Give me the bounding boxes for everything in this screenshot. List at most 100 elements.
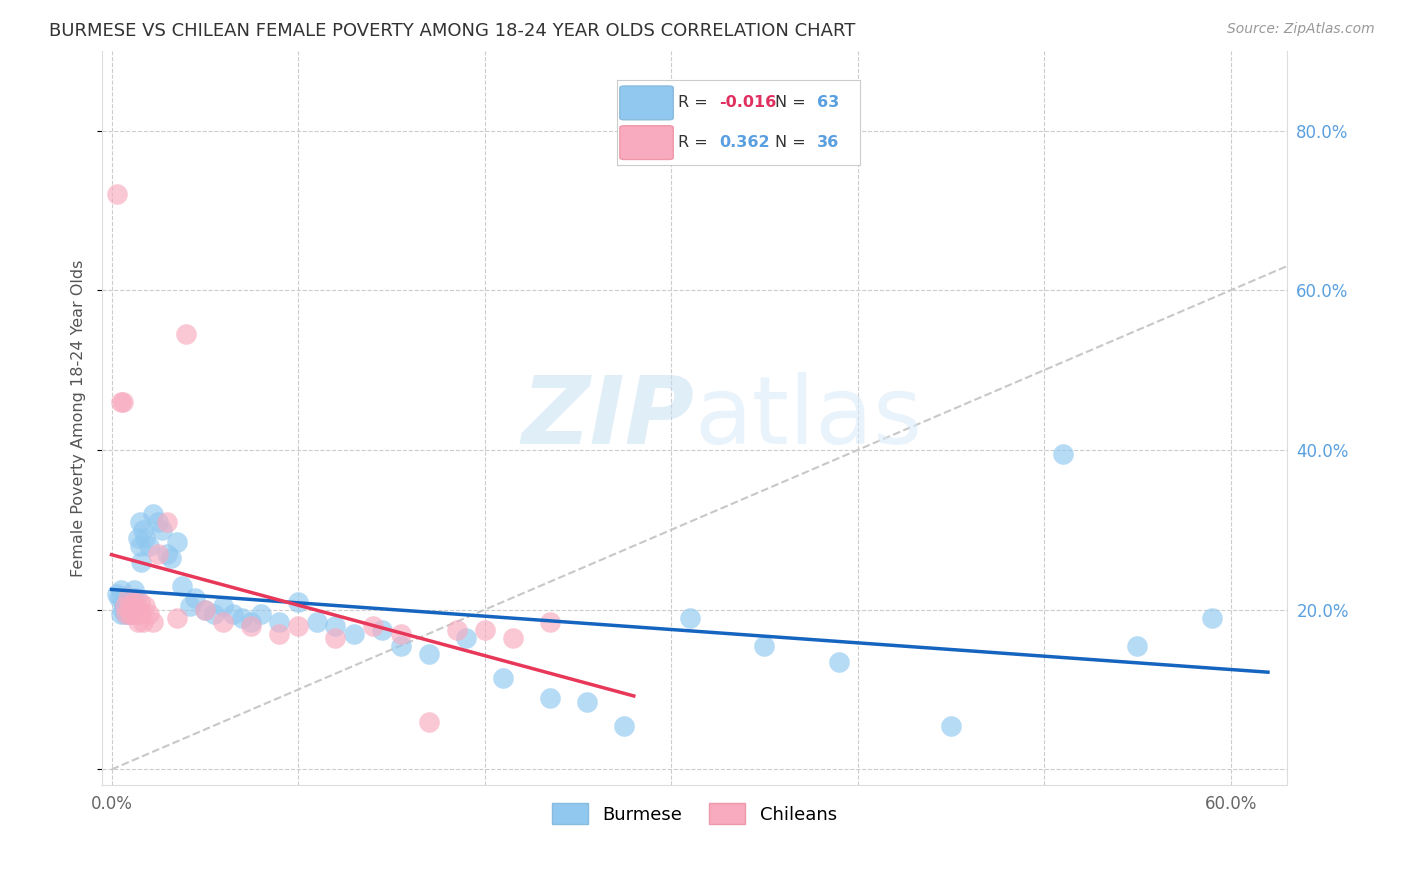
Point xyxy=(174,327,197,342)
Point xyxy=(122,595,145,609)
Point xyxy=(389,626,412,640)
Point xyxy=(202,607,225,621)
Point xyxy=(389,639,412,653)
Text: ZIP: ZIP xyxy=(522,372,695,464)
Point xyxy=(538,690,561,705)
Point xyxy=(361,618,384,632)
Point xyxy=(1201,611,1223,625)
Point xyxy=(179,599,201,613)
Point xyxy=(125,591,148,605)
Point xyxy=(122,599,145,613)
Point xyxy=(325,618,347,632)
Point xyxy=(754,639,776,653)
Point xyxy=(1052,447,1074,461)
Point xyxy=(828,655,851,669)
Point xyxy=(131,607,153,621)
Legend: Burmese, Chileans: Burmese, Chileans xyxy=(544,797,844,831)
Point xyxy=(121,591,143,605)
Point xyxy=(212,599,235,613)
Point xyxy=(131,555,153,569)
Point xyxy=(132,615,155,629)
Point xyxy=(115,607,138,621)
Point xyxy=(454,631,477,645)
Point xyxy=(110,582,132,597)
Point xyxy=(146,515,169,529)
Point xyxy=(474,623,496,637)
Point xyxy=(110,395,132,409)
Point xyxy=(132,523,155,537)
Point xyxy=(212,615,235,629)
Point xyxy=(240,618,263,632)
Point xyxy=(120,607,142,621)
Point xyxy=(138,607,160,621)
Point xyxy=(287,618,309,632)
Point xyxy=(249,607,271,621)
Point xyxy=(166,534,188,549)
Point xyxy=(492,671,515,685)
Point xyxy=(150,523,173,537)
Point xyxy=(120,603,142,617)
Point xyxy=(121,607,143,621)
Point xyxy=(117,607,139,621)
Point xyxy=(120,595,142,609)
Text: Source: ZipAtlas.com: Source: ZipAtlas.com xyxy=(1227,22,1375,37)
Point xyxy=(108,591,131,605)
Point xyxy=(114,599,136,613)
Point xyxy=(231,611,253,625)
Point xyxy=(613,718,636,732)
Point xyxy=(576,695,599,709)
Point xyxy=(538,615,561,629)
Point xyxy=(120,599,142,613)
Point xyxy=(142,507,165,521)
Point xyxy=(172,579,194,593)
Point xyxy=(184,591,207,605)
Point xyxy=(115,591,138,605)
Point xyxy=(679,611,702,625)
Point xyxy=(138,539,160,553)
Point xyxy=(120,599,142,613)
Point xyxy=(1126,639,1149,653)
Point xyxy=(194,603,217,617)
Point xyxy=(111,595,134,609)
Point xyxy=(117,591,139,605)
Point xyxy=(502,631,524,645)
Y-axis label: Female Poverty Among 18-24 Year Olds: Female Poverty Among 18-24 Year Olds xyxy=(72,260,86,577)
Point xyxy=(122,582,145,597)
Point xyxy=(343,626,366,640)
Point xyxy=(125,607,148,621)
Point xyxy=(222,607,245,621)
Point xyxy=(115,599,138,613)
Point xyxy=(194,603,217,617)
Point xyxy=(128,595,150,609)
Point xyxy=(418,647,440,661)
Point xyxy=(128,603,150,617)
Point xyxy=(305,615,328,629)
Point xyxy=(166,611,188,625)
Point xyxy=(111,395,134,409)
Point xyxy=(142,615,165,629)
Text: atlas: atlas xyxy=(695,372,922,464)
Point xyxy=(240,615,263,629)
Point xyxy=(269,626,291,640)
Point xyxy=(446,623,468,637)
Point xyxy=(121,607,143,621)
Point xyxy=(160,550,183,565)
Point xyxy=(114,607,136,621)
Point xyxy=(371,623,394,637)
Point xyxy=(134,599,156,613)
Point xyxy=(134,531,156,545)
Point xyxy=(114,591,136,605)
Point xyxy=(156,547,179,561)
Point xyxy=(105,187,128,202)
Point xyxy=(128,515,150,529)
Point xyxy=(269,615,291,629)
Point xyxy=(287,595,309,609)
Point xyxy=(146,547,169,561)
Point xyxy=(117,595,139,609)
Point xyxy=(325,631,347,645)
Point xyxy=(128,539,150,553)
Point xyxy=(111,603,134,617)
Text: BURMESE VS CHILEAN FEMALE POVERTY AMONG 18-24 YEAR OLDS CORRELATION CHART: BURMESE VS CHILEAN FEMALE POVERTY AMONG … xyxy=(49,22,856,40)
Point xyxy=(418,714,440,729)
Point xyxy=(156,515,179,529)
